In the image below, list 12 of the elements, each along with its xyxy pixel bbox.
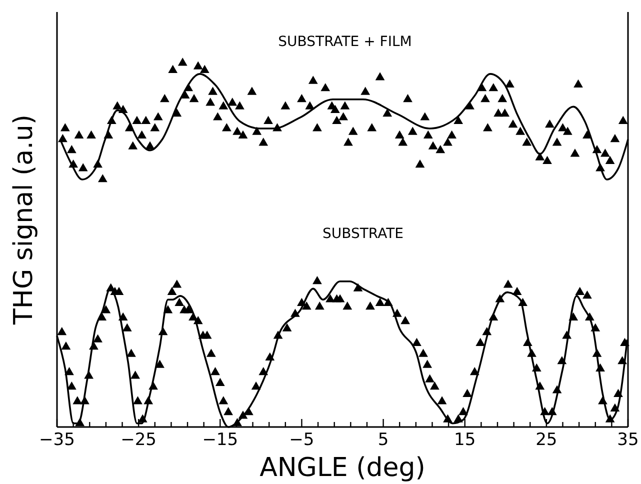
x-tick-label: 35 (617, 430, 639, 450)
x-tick-label: 25 (536, 430, 558, 450)
x-tick-label: −25 (120, 430, 157, 450)
x-tick-label: 5 (378, 430, 389, 450)
x-axis-title: ANGLE (deg) (260, 453, 426, 483)
annotation: SUBSTRATE (322, 226, 404, 242)
x-tick-label: 15 (454, 430, 476, 450)
x-tick-label: −5 (289, 430, 314, 450)
text: SUBSTRATE + FILM (278, 34, 412, 50)
x-tick-label: −15 (202, 430, 238, 450)
y-axis-title: THG signal (a.u) (9, 114, 39, 326)
x-tick-label: −35 (39, 430, 75, 450)
